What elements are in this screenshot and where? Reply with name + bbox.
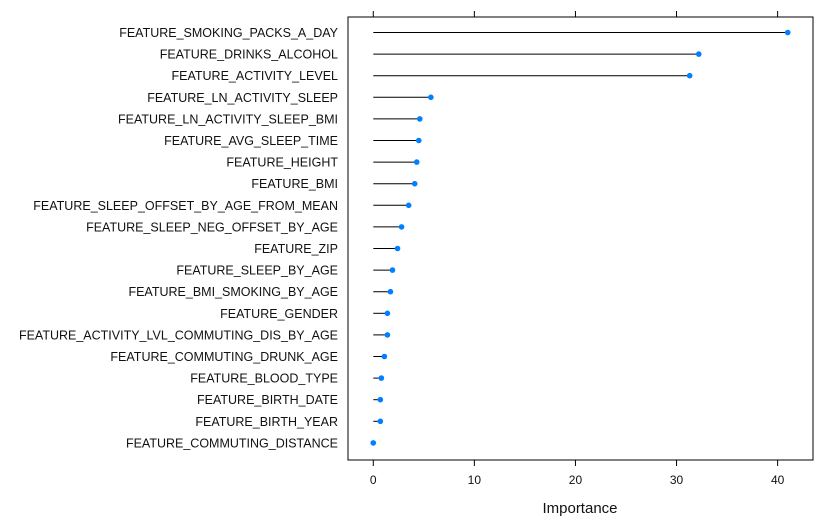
category-label-0: FEATURE_SMOKING_PACKS_A_DAY <box>119 26 338 40</box>
point-0 <box>784 29 791 36</box>
point-19 <box>370 440 377 446</box>
category-label-13: FEATURE_GENDER <box>220 307 338 321</box>
point-10 <box>394 245 401 252</box>
x-tick-label-0: 0 <box>370 473 377 487</box>
point-14 <box>384 332 391 338</box>
lollipop-points <box>370 29 791 446</box>
x-axis: 0 10 20 30 40 <box>370 460 785 487</box>
point-7 <box>411 180 418 187</box>
point-2 <box>686 72 693 79</box>
category-label-6: FEATURE_HEIGHT <box>226 156 338 170</box>
top-axis-ticks <box>372 11 779 17</box>
point-1 <box>695 51 702 57</box>
point-9 <box>398 224 405 230</box>
category-label-8: FEATURE_SLEEP_OFFSET_BY_AGE_FROM_MEAN <box>33 199 338 213</box>
category-label-4: FEATURE_LN_ACTIVITY_SLEEP_BMI <box>118 112 338 126</box>
point-11 <box>389 267 396 273</box>
point-4 <box>416 116 423 122</box>
category-label-1: FEATURE_DRINKS_ALCOHOL <box>160 48 338 62</box>
y-axis-category-labels: FEATURE_SMOKING_PACKS_A_DAY FEATURE_DRINK… <box>19 26 339 450</box>
category-label-15: FEATURE_COMMUTING_DRUNK_AGE <box>110 350 338 364</box>
point-6 <box>413 159 420 165</box>
plot-frame <box>347 16 814 461</box>
x-tick-label-4: 40 <box>771 473 785 487</box>
point-17 <box>377 396 384 403</box>
point-3 <box>428 94 434 101</box>
category-label-2: FEATURE_ACTIVITY_LEVEL <box>172 69 339 83</box>
category-label-3: FEATURE_LN_ACTIVITY_SLEEP <box>147 91 338 105</box>
point-8 <box>405 202 412 209</box>
lollipop-stems <box>373 32 788 422</box>
category-label-12: FEATURE_BMI_SMOKING_BY_AGE <box>128 285 338 299</box>
category-label-11: FEATURE_SLEEP_BY_AGE <box>176 264 338 278</box>
category-label-7: FEATURE_BMI <box>251 177 338 191</box>
x-tick-label-3: 30 <box>670 473 684 487</box>
point-13 <box>384 310 391 317</box>
x-tick-label-1: 10 <box>468 473 482 487</box>
x-axis-title: Importance <box>542 500 617 517</box>
category-label-5: FEATURE_AVG_SLEEP_TIME <box>164 134 338 148</box>
point-12 <box>387 288 394 295</box>
point-18 <box>377 418 384 425</box>
category-label-16: FEATURE_BLOOD_TYPE <box>190 372 338 386</box>
category-label-17: FEATURE_BIRTH_DATE <box>197 393 338 407</box>
point-5 <box>415 137 422 144</box>
category-label-19: FEATURE_COMMUTING_DISTANCE <box>126 436 338 450</box>
x-tick-label-2: 20 <box>569 473 583 487</box>
point-16 <box>378 375 385 381</box>
category-label-9: FEATURE_SLEEP_NEG_OFFSET_BY_AGE <box>86 220 338 234</box>
category-label-18: FEATURE_BIRTH_YEAR <box>195 415 338 429</box>
category-label-14: FEATURE_ACTIVITY_LVL_COMMUTING_DIS_BY_AG… <box>19 328 338 342</box>
point-15 <box>381 353 388 360</box>
category-label-10: FEATURE_ZIP <box>254 242 338 256</box>
